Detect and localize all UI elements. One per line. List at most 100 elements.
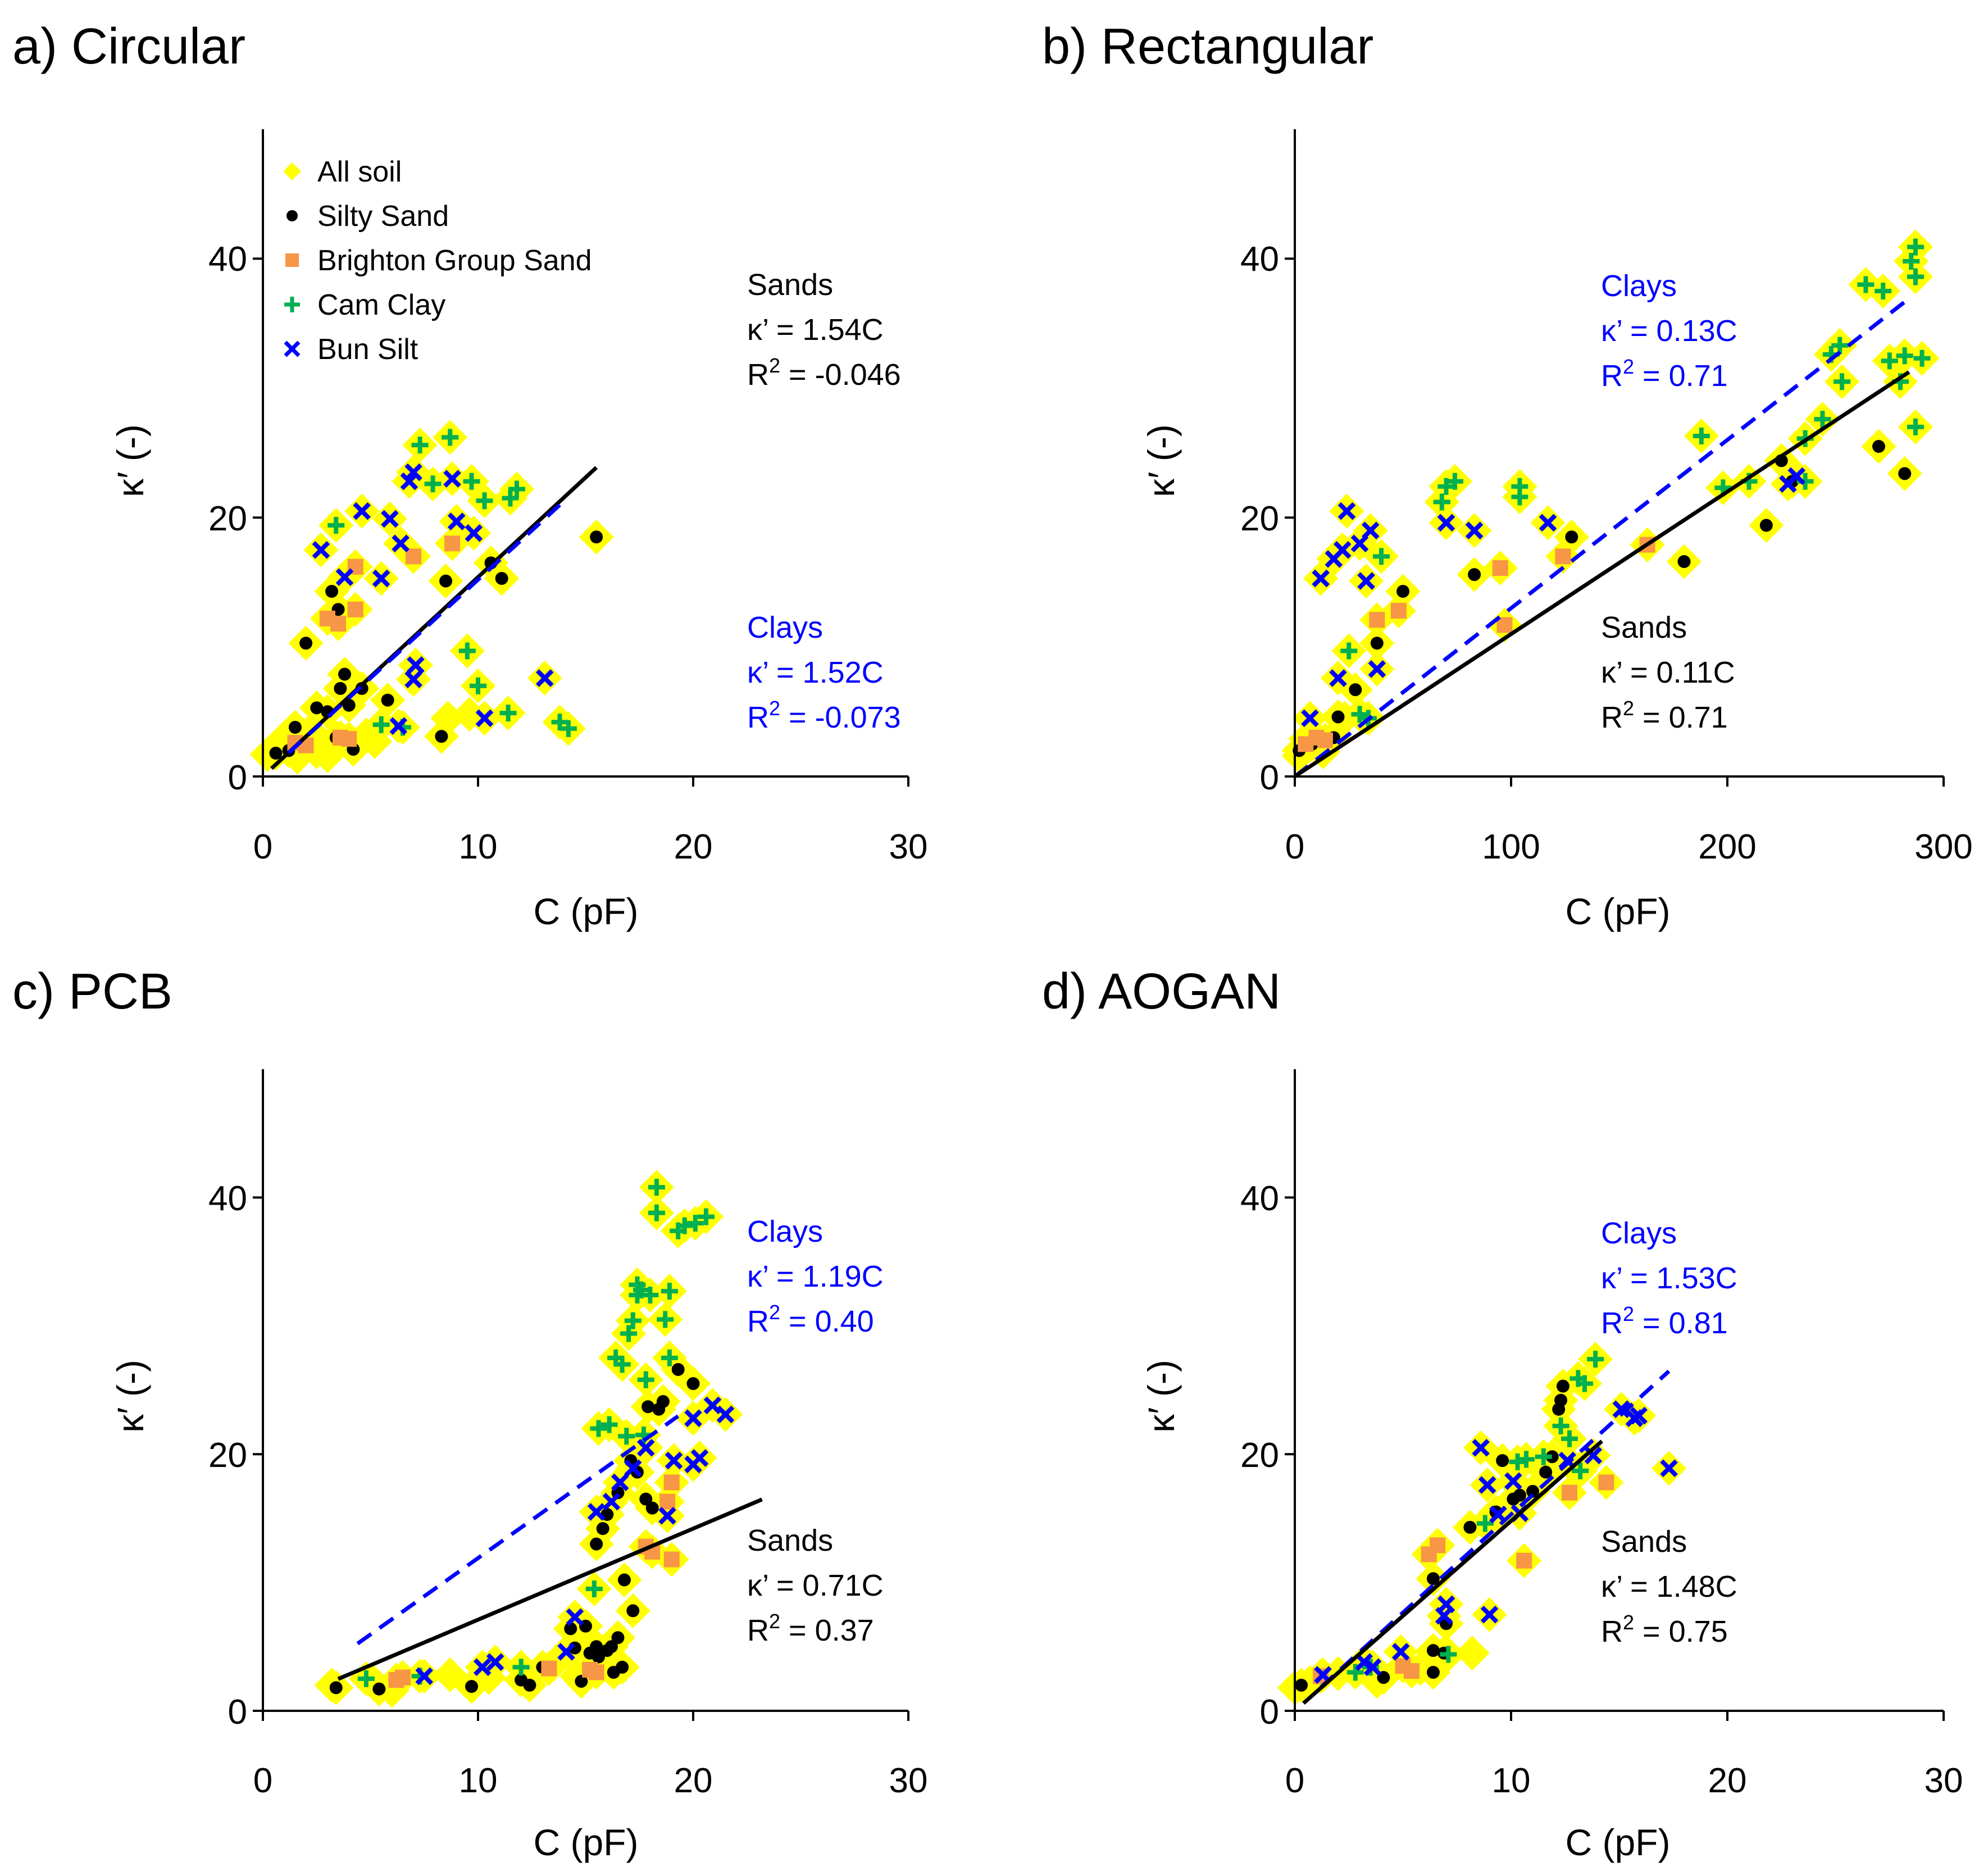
annotation-equation: κ’ = 1.48C (1601, 1570, 1737, 1604)
annotation-equation: κ’ = 0.71C (747, 1569, 884, 1602)
sands-fit-line (1302, 1439, 1604, 1705)
silty-sand-point (381, 693, 394, 707)
brighton-sand-point (1598, 1474, 1614, 1491)
silty-sand-point (1513, 1488, 1526, 1502)
silty-sand-point (1370, 637, 1384, 650)
annotation-sands: Sands κ’ = 1.48C R2 = 0.75 (1601, 1525, 1737, 1648)
data-points (314, 1170, 743, 1708)
x-tick-label: 300 (1914, 828, 1972, 866)
annotation-equation: κ’ = 1.19C (747, 1260, 884, 1293)
brighton-sand-point (541, 1660, 557, 1677)
x-tick-label: 0 (253, 828, 272, 866)
y-tick-label: 40 (1240, 1179, 1279, 1218)
panel-title: a) Circular (12, 19, 245, 75)
y-axis-label: κ′ (-) (110, 424, 151, 497)
annotation-equation: κ’ = 0.11C (1601, 656, 1735, 689)
silty-sand-point (1759, 519, 1773, 532)
silty-sand-point (1426, 1644, 1440, 1657)
silty-sand-point (645, 1501, 659, 1515)
silty-sand-point (439, 574, 453, 588)
silty-sand-point (1872, 439, 1885, 453)
panel-rectangular: b) Rectangular 0 100 200 300 0 20 40 C (… (1042, 19, 1973, 932)
annotation-equation: κ’ = 0.13C (1601, 314, 1737, 348)
silty-sand-point (1349, 683, 1362, 697)
panel-title: b) Rectangular (1042, 19, 1373, 75)
brighton-sand-point (1561, 1484, 1577, 1501)
y-tick-label: 0 (1260, 1693, 1279, 1732)
panel-title: c) PCB (12, 964, 172, 1020)
silty-sand-point (611, 1631, 625, 1645)
x-tick-label: 0 (1285, 1761, 1304, 1800)
silty-sand-point (616, 1660, 629, 1674)
annotation-header: Clays (1601, 1216, 1677, 1250)
brighton-sand-point (394, 1669, 411, 1686)
silty-sand-point (299, 637, 313, 650)
y-tick-label: 20 (208, 499, 247, 538)
legend-label: Brighton Group Sand (317, 244, 592, 277)
annotation-header: Sands (747, 268, 833, 302)
annotation-header: Clays (747, 611, 823, 644)
silty-sand-point (372, 1682, 386, 1696)
silty-sand-point (1898, 467, 1912, 480)
silty-sand-point (642, 1400, 655, 1414)
annotation-sands: Sands κ’ = 0.71C R2 = 0.37 (747, 1524, 884, 1647)
annotation-equation: κ’ = 1.54C (747, 313, 884, 347)
annotation-header: Clays (747, 1215, 823, 1248)
annotation-r2: R2 = 0.71 (1601, 697, 1728, 734)
y-axis-label: κ′ (-) (1140, 1360, 1182, 1433)
all-soil-point (1454, 1636, 1490, 1671)
axes (1285, 1069, 1945, 1721)
x-tick-label: 100 (1482, 828, 1540, 866)
annotation-r2: R2 = -0.073 (747, 697, 901, 734)
sands-fit-line (1294, 370, 1910, 778)
annotation-r2: R2 = 0.71 (1601, 355, 1728, 393)
silty-sand-point (1396, 585, 1409, 598)
annotation-r2: R2 = -0.046 (747, 354, 901, 392)
y-tick-label: 20 (1240, 499, 1279, 538)
y-tick-label: 20 (1240, 1436, 1279, 1475)
legend-label: Cam Clay (317, 289, 445, 321)
brighton-sand-point (1492, 560, 1508, 576)
brighton-sand-point (406, 548, 422, 565)
y-tick-label: 40 (208, 240, 247, 279)
silty-sand-point (325, 585, 339, 598)
y-tick-label: 40 (1240, 240, 1279, 279)
silty-sand-point (1554, 1393, 1568, 1407)
brighton-sand-point (347, 601, 363, 617)
silty-sand-point (626, 1604, 640, 1618)
brighton-sand-point (1555, 548, 1571, 565)
silty-sand-point (1295, 1678, 1308, 1692)
data-points (1281, 229, 1940, 774)
annotation-r2: R2 = 0.81 (1601, 1302, 1728, 1340)
silty-sand-point (1565, 530, 1578, 544)
panel-circular: a) Circular 0 10 20 30 0 20 40 C (pF) κ′… (12, 19, 927, 932)
x-axis-label: C (pF) (1566, 891, 1671, 932)
silty-sand-point (1426, 1665, 1440, 1679)
legend-marker-brighton (285, 253, 299, 267)
panel-title: d) AOGAN (1042, 964, 1281, 1020)
annotation-clays: Clays κ’ = 1.19C R2 = 0.40 (747, 1215, 884, 1338)
x-tick-label: 20 (1708, 1761, 1747, 1800)
x-axis-label: C (pF) (534, 1822, 639, 1863)
silty-sand-point (495, 571, 508, 585)
fit-lines (270, 466, 598, 770)
x-tick-label: 10 (459, 1761, 498, 1800)
y-tick-label: 20 (208, 1436, 247, 1475)
y-tick-label: 0 (1260, 758, 1279, 797)
annotation-clays: Clays κ’ = 1.53C R2 = 0.81 (1601, 1216, 1737, 1340)
x-tick-label: 20 (674, 1761, 713, 1800)
brighton-sand-point (1369, 612, 1385, 628)
x-tick-label: 200 (1698, 828, 1756, 866)
brighton-sand-point (588, 1664, 604, 1680)
silty-sand-point (338, 667, 352, 681)
brighton-sand-point (663, 1474, 680, 1491)
silty-sand-point (656, 1395, 670, 1409)
x-tick-label: 20 (674, 828, 713, 866)
x-tick-label: 30 (1925, 1761, 1963, 1800)
fit-lines (1302, 1369, 1671, 1705)
panel-aogan: d) AOGAN 0 10 20 30 0 20 40 C (pF) κ′ (-… (1042, 964, 1963, 1863)
clays-fit-line (1293, 297, 1910, 778)
silty-sand-point (1468, 568, 1481, 582)
y-tick-label: 40 (208, 1179, 247, 1218)
legend-marker-cam-clay (284, 297, 300, 312)
